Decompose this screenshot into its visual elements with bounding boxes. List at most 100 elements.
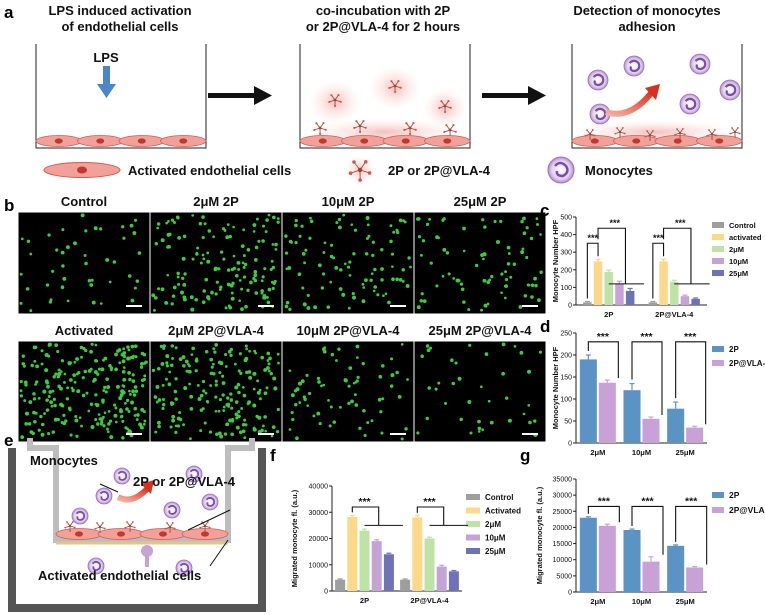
x-tick-label: 2μM xyxy=(590,448,605,457)
bar xyxy=(593,261,603,305)
cell-nucleus xyxy=(401,138,410,144)
y-tick-label: 30000 xyxy=(553,493,573,500)
y-tick-label: 400 xyxy=(560,232,572,239)
endothelial-layer xyxy=(35,135,207,147)
significance-bracket xyxy=(351,506,380,526)
monocytes-label: Monocytes xyxy=(30,453,98,468)
lps-arrow-icon xyxy=(97,66,116,98)
x-tick-label: 2P xyxy=(604,310,613,319)
significance-bracket xyxy=(416,506,445,526)
micrograph xyxy=(413,211,547,315)
nanoparticle-icon xyxy=(313,122,327,136)
migration-arrow-icon xyxy=(605,84,660,117)
nanoparticle-icon xyxy=(345,155,375,185)
cell-nucleus xyxy=(137,138,146,144)
legend-label: Control xyxy=(729,221,756,230)
bar xyxy=(623,390,641,443)
nanoparticle-cluster xyxy=(313,80,457,138)
significance-label: *** xyxy=(684,331,697,343)
nanoparticle-icon xyxy=(328,94,342,108)
step1-title-line2: of endothelial cells xyxy=(61,19,178,34)
bar xyxy=(371,541,382,591)
nanoparticle-icon xyxy=(614,127,626,138)
significance-label: *** xyxy=(587,233,598,243)
migration-arrow-icon xyxy=(116,480,154,503)
bar xyxy=(686,427,704,443)
endothelial-label: Activated endothelial cells xyxy=(38,568,201,583)
well-1: LPS xyxy=(35,44,207,149)
transwell-chamber xyxy=(8,438,266,612)
monocyte-icon xyxy=(623,55,645,77)
bar xyxy=(598,525,616,592)
chart-f: 0 10000 20000 30000 40000 Migrated monocyte f… xyxy=(290,484,521,606)
x-tick-label: 2μM xyxy=(590,597,605,606)
bar xyxy=(642,561,660,592)
panel-label-e: e xyxy=(4,431,13,450)
legend-monocytes-label: Monocytes xyxy=(585,163,653,178)
micrograph xyxy=(413,340,547,443)
bar xyxy=(436,566,447,591)
x-tick-label: 2P xyxy=(360,596,369,605)
cell-nucleus xyxy=(96,138,105,144)
legend-label: 2P xyxy=(729,345,739,354)
nanoparticle-icon xyxy=(353,120,367,134)
bar xyxy=(424,538,435,591)
micrograph xyxy=(281,211,415,315)
micrograph-grid xyxy=(17,211,547,443)
bar xyxy=(667,408,685,443)
y-axis-label: Monocyte Number HPF xyxy=(551,219,560,302)
monocyte-icon xyxy=(679,93,701,115)
micrograph-title: 10μM 2P xyxy=(322,194,375,209)
legend-label: 10μM xyxy=(485,534,506,543)
monocyte-icon xyxy=(71,507,89,525)
cell-nucleus xyxy=(590,138,599,144)
cell-nucleus xyxy=(75,531,83,537)
y-tick-label: 35000 xyxy=(553,477,573,484)
significance-bracket xyxy=(675,505,708,565)
y-tick-label: 0 xyxy=(324,589,328,596)
bar xyxy=(604,271,613,305)
step3-title-line2: adhesion xyxy=(618,19,675,34)
y-tick-label: 50 xyxy=(564,419,572,426)
nanoparticle-label: 2P or 2P@VLA-4 xyxy=(133,474,236,489)
legend-swatch xyxy=(712,258,724,264)
bar xyxy=(623,530,641,592)
significance-label: *** xyxy=(598,495,611,507)
nanoparticle-icon xyxy=(164,522,176,533)
monocyte-icon xyxy=(201,493,219,511)
bar xyxy=(383,554,394,591)
significance-bracket xyxy=(631,505,664,555)
y-tick-label: 20000 xyxy=(309,536,329,543)
endothelial-layer xyxy=(571,135,743,147)
monocyte-icon xyxy=(163,501,181,519)
monocyte-icon xyxy=(95,487,113,505)
panel-b: b Control 2μM 2P 10μM 2P 25μM 2P Activat… xyxy=(4,194,547,443)
bar xyxy=(579,359,597,443)
bar xyxy=(583,302,592,305)
bar xyxy=(686,567,704,592)
monocyte-group xyxy=(71,465,219,577)
y-tick-label: 5000 xyxy=(556,573,572,580)
legend-swatch xyxy=(466,548,480,554)
y-tick-label: 250 xyxy=(560,331,572,338)
monocyte-icon xyxy=(113,467,131,485)
significance-bracket xyxy=(586,242,599,299)
legend-swatch xyxy=(712,492,724,498)
panel-label-g: g xyxy=(520,446,530,465)
legend-swatch xyxy=(712,360,724,366)
monocyte-icon xyxy=(587,69,609,91)
well-3 xyxy=(571,44,743,149)
bar xyxy=(335,579,346,591)
y-tick-label: 100 xyxy=(560,397,572,404)
nanoparticle-icon xyxy=(706,129,718,140)
panel-label-c: c xyxy=(540,201,549,220)
micrograph-title: 2μM 2P xyxy=(193,194,239,209)
bar xyxy=(579,517,597,592)
y-tick-label: 0 xyxy=(568,441,572,448)
panel-label-a: a xyxy=(4,3,14,22)
y-axis-label: Migrated monocyte fl. (a.u.) xyxy=(290,489,299,587)
cell-nucleus xyxy=(632,138,641,144)
micrograph xyxy=(17,340,151,443)
panel-label-d: d xyxy=(540,317,550,336)
